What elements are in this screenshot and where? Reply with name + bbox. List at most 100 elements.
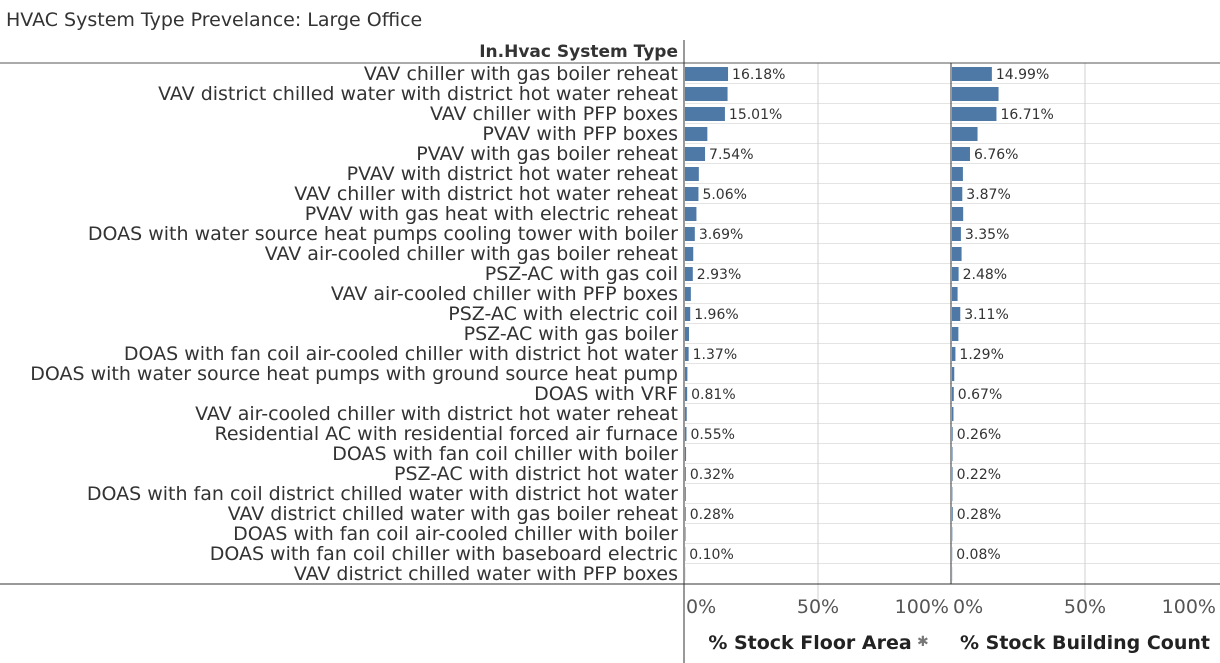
row-label[interactable]: DOAS with VRF xyxy=(534,383,678,405)
bar[interactable] xyxy=(952,327,959,341)
row-label[interactable]: PSZ-AC with gas boiler xyxy=(464,323,679,345)
x-tick-label: 50% xyxy=(797,596,839,618)
x-tick-label: 100% xyxy=(895,596,949,618)
chart-frame xyxy=(0,40,1220,663)
row-label[interactable]: VAV air-cooled chiller with gas boiler r… xyxy=(265,243,678,265)
row-label[interactable]: PVAV with gas boiler reheat xyxy=(416,143,678,165)
bar[interactable] xyxy=(952,427,953,441)
bar[interactable] xyxy=(952,247,962,261)
data-label: 0.28% xyxy=(690,507,734,523)
grid-layer xyxy=(685,63,1220,605)
bar[interactable] xyxy=(952,147,970,161)
chart-title: HVAC System Type Prevelance: Large Offic… xyxy=(6,9,423,31)
bar[interactable] xyxy=(685,87,728,101)
bar[interactable] xyxy=(952,447,953,461)
data-label: 0.08% xyxy=(956,547,1000,563)
bar[interactable] xyxy=(685,487,686,501)
bar[interactable] xyxy=(685,347,689,361)
x-tick-label: 100% xyxy=(1162,596,1216,618)
row-label[interactable]: Residential AC with residential forced a… xyxy=(214,423,678,445)
row-label[interactable]: DOAS with fan coil air-cooled chiller wi… xyxy=(124,343,678,365)
bar[interactable] xyxy=(685,167,699,181)
data-label: 2.48% xyxy=(963,267,1007,283)
bar[interactable] xyxy=(952,387,954,401)
data-label: 7.54% xyxy=(709,147,753,163)
bar[interactable] xyxy=(952,367,955,381)
row-label[interactable]: DOAS with fan coil chiller with baseboar… xyxy=(210,543,678,565)
bar[interactable] xyxy=(685,227,695,241)
bar[interactable] xyxy=(952,347,956,361)
row-label[interactable]: VAV chiller with gas boiler reheat xyxy=(364,63,678,85)
row-label[interactable]: DOAS with fan coil chiller with boiler xyxy=(332,443,678,465)
row-label[interactable]: VAV district chilled water with PFP boxe… xyxy=(294,563,678,585)
bar[interactable] xyxy=(952,207,964,221)
axes-layer: 0% 50% 100% % Stock Floor Area 0% 50% 100% % St… xyxy=(686,596,1216,654)
bar[interactable] xyxy=(952,227,961,241)
row-label[interactable]: PVAV with district hot water reheat xyxy=(347,163,678,185)
data-label: 0.28% xyxy=(957,507,1001,523)
bar[interactable] xyxy=(685,287,691,301)
pin-icon[interactable]: ✱ xyxy=(917,634,929,650)
data-label: 3.11% xyxy=(964,307,1008,323)
bar[interactable] xyxy=(952,87,999,101)
row-label[interactable]: PVAV with PFP boxes xyxy=(482,123,678,145)
row-label[interactable]: PSZ-AC with gas coil xyxy=(485,263,678,285)
bar[interactable] xyxy=(952,287,958,301)
bar[interactable] xyxy=(685,307,691,321)
bar[interactable] xyxy=(685,447,687,461)
data-label: 1.29% xyxy=(959,347,1003,363)
bar[interactable] xyxy=(952,107,997,121)
bar[interactable] xyxy=(685,327,689,341)
data-label: 0.10% xyxy=(689,547,733,563)
row-header-label[interactable]: In.Hvac System Type xyxy=(479,42,678,62)
row-label[interactable]: DOAS with water source heat pumps coolin… xyxy=(88,223,678,245)
bar[interactable] xyxy=(685,107,725,121)
bar[interactable] xyxy=(685,127,708,141)
row-label[interactable]: PVAV with gas heat with electric reheat xyxy=(305,203,678,225)
bar[interactable] xyxy=(685,367,688,381)
bar[interactable] xyxy=(952,187,963,201)
bar[interactable] xyxy=(685,67,729,81)
bar[interactable] xyxy=(952,167,963,181)
row-label[interactable]: DOAS with fan coil air-cooled chiller wi… xyxy=(233,523,678,545)
bar[interactable] xyxy=(685,267,693,281)
bar[interactable] xyxy=(685,407,687,421)
row-label[interactable]: PSZ-AC with district hot water xyxy=(394,463,678,485)
data-label: 3.87% xyxy=(966,187,1010,203)
bar[interactable] xyxy=(952,127,978,141)
row-label[interactable]: VAV chiller with district hot water rehe… xyxy=(294,183,678,205)
bar[interactable] xyxy=(685,387,688,401)
bar[interactable] xyxy=(952,467,953,481)
bar[interactable] xyxy=(952,507,953,521)
row-label[interactable]: DOAS with fan coil district chilled wate… xyxy=(87,483,678,505)
bar[interactable] xyxy=(952,267,959,281)
row-label[interactable]: VAV district chilled water with district… xyxy=(158,83,678,105)
bar[interactable] xyxy=(685,207,697,221)
data-label: 1.37% xyxy=(693,347,737,363)
bar[interactable] xyxy=(685,187,699,201)
bar[interactable] xyxy=(685,527,686,541)
bar[interactable] xyxy=(685,147,706,161)
row-label[interactable]: VAV air-cooled chiller with PFP boxes xyxy=(331,283,678,305)
bar[interactable] xyxy=(952,407,954,421)
data-label: 0.22% xyxy=(957,467,1001,483)
row-label[interactable]: PSZ-AC with electric coil xyxy=(448,303,678,325)
data-label: 0.26% xyxy=(957,427,1001,443)
row-label[interactable]: VAV chiller with PFP boxes xyxy=(430,103,678,125)
bar[interactable] xyxy=(952,307,961,321)
bar[interactable] xyxy=(952,67,992,81)
measure-title[interactable]: % Stock Floor Area xyxy=(708,632,911,654)
data-label: 0.81% xyxy=(691,387,735,403)
bar[interactable] xyxy=(685,247,694,261)
bar[interactable] xyxy=(685,427,687,441)
row-label[interactable]: VAV air-cooled chiller with district hot… xyxy=(195,403,678,425)
row-label[interactable]: DOAS with water source heat pumps with g… xyxy=(30,363,678,385)
measure-title[interactable]: % Stock Building Count xyxy=(960,632,1210,654)
data-label: 5.06% xyxy=(702,187,746,203)
bar[interactable] xyxy=(685,507,686,521)
bar[interactable] xyxy=(685,467,686,481)
row-label[interactable]: VAV district chilled water with gas boil… xyxy=(228,503,678,525)
data-label: 6.76% xyxy=(974,147,1018,163)
data-label: 1.96% xyxy=(694,307,738,323)
